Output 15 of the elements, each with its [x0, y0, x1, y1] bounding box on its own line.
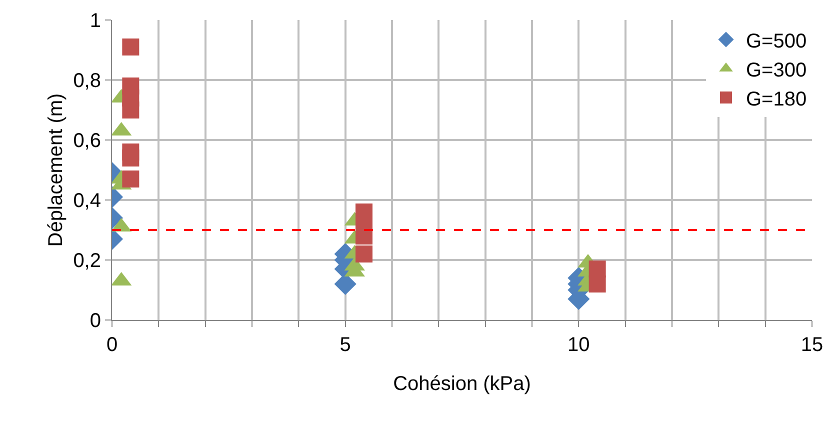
- y-axis-title: Déplacement (m): [45, 93, 67, 247]
- x-tick-label: 10: [568, 334, 590, 356]
- y-tick-label: 0,4: [73, 190, 101, 212]
- x-tick-label: 5: [340, 334, 351, 356]
- legend-label: G=500: [746, 30, 807, 52]
- legend-label: G=300: [746, 59, 807, 82]
- legend-label: G=180: [746, 88, 807, 110]
- y-tick-label: 0,2: [73, 250, 101, 272]
- x-tick-label: 15: [800, 334, 824, 356]
- x-axis-title: Cohésion (kPa): [393, 373, 531, 395]
- y-tick-label: 0,6: [73, 130, 101, 152]
- y-tick-label: 1: [90, 10, 101, 32]
- x-tick-label: 0: [106, 334, 118, 356]
- y-tick-label: 0: [90, 310, 101, 332]
- y-tick-label: 0,8: [73, 70, 101, 92]
